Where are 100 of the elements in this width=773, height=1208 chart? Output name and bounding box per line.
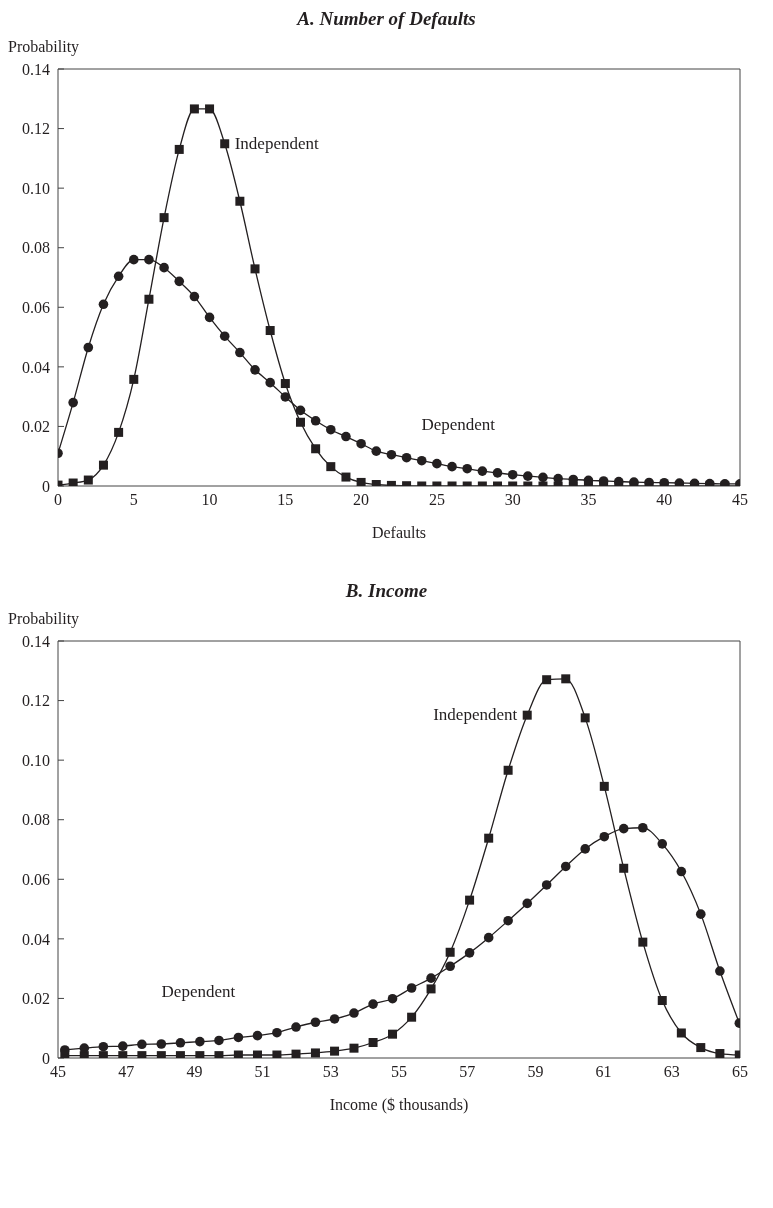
point xyxy=(98,299,109,310)
y-tick-label: 0.06 xyxy=(22,870,50,888)
point xyxy=(68,478,78,486)
series-label: Independent xyxy=(433,705,518,725)
point xyxy=(541,880,552,890)
point xyxy=(220,139,230,149)
y-tick-label: 0 xyxy=(42,477,50,495)
point xyxy=(695,909,706,919)
x-tick-label: 40 xyxy=(656,491,673,509)
point xyxy=(144,254,154,265)
point xyxy=(341,431,351,442)
point xyxy=(580,844,590,854)
x-tick-label: 51 xyxy=(254,1063,271,1081)
point xyxy=(356,438,366,449)
point xyxy=(426,984,436,994)
point xyxy=(250,264,260,274)
point xyxy=(272,1050,282,1058)
point xyxy=(265,326,275,336)
point xyxy=(235,347,245,358)
point xyxy=(113,271,124,282)
point xyxy=(503,915,513,926)
x-axis-title: Defaults xyxy=(371,524,427,541)
y-tick-label: 0.06 xyxy=(22,298,50,316)
y-tick-label: 0.14 xyxy=(22,60,50,78)
point xyxy=(349,1008,359,1018)
y-tick-label: 0.12 xyxy=(22,692,50,710)
point xyxy=(79,1043,90,1053)
x-tick-label: 45 xyxy=(50,1063,66,1081)
point xyxy=(388,1029,398,1039)
y-tick-label: 0 xyxy=(42,1049,50,1067)
point xyxy=(128,254,139,265)
x-tick-label: 49 xyxy=(186,1063,203,1081)
point xyxy=(252,1050,262,1058)
point xyxy=(356,477,366,486)
point xyxy=(368,1038,378,1048)
x-tick-label: 0 xyxy=(54,491,62,509)
y-tick-label: 0.12 xyxy=(22,120,50,138)
point xyxy=(204,312,215,323)
point xyxy=(189,104,199,114)
x-tick-label: 10 xyxy=(201,491,218,509)
x-tick-label: 53 xyxy=(322,1063,339,1081)
point xyxy=(657,839,668,849)
point xyxy=(83,475,93,485)
point xyxy=(659,477,670,486)
series-label: Independent xyxy=(234,133,320,153)
point xyxy=(371,446,382,456)
point xyxy=(159,262,169,273)
point xyxy=(349,1043,359,1053)
x-tick-label: 25 xyxy=(428,491,445,509)
point xyxy=(330,1046,340,1056)
point xyxy=(310,1048,320,1058)
point xyxy=(492,468,503,478)
point xyxy=(175,1038,186,1048)
y-tick-label: 0.04 xyxy=(22,930,50,948)
point xyxy=(522,898,533,909)
point xyxy=(195,1036,205,1047)
x-tick-label: 55 xyxy=(391,1063,407,1081)
point xyxy=(329,1014,340,1024)
point xyxy=(483,932,494,943)
x-tick-label: 15 xyxy=(277,491,294,509)
point xyxy=(295,417,305,427)
point xyxy=(426,973,436,983)
point xyxy=(235,196,245,206)
point xyxy=(156,1051,166,1058)
point xyxy=(252,1030,263,1041)
point xyxy=(464,948,475,958)
point xyxy=(503,765,513,775)
point xyxy=(214,1035,224,1046)
point xyxy=(462,463,472,474)
point xyxy=(118,1051,128,1058)
point xyxy=(386,449,397,460)
x-tick-label: 5 xyxy=(129,491,138,509)
y-tick-label: 0.02 xyxy=(22,990,50,1008)
point xyxy=(387,993,398,1004)
point xyxy=(715,1049,725,1058)
point xyxy=(560,861,571,872)
point xyxy=(310,1017,321,1028)
point xyxy=(175,1051,185,1058)
point xyxy=(618,823,629,834)
point xyxy=(205,104,215,114)
point xyxy=(657,996,667,1006)
point xyxy=(114,427,124,437)
point xyxy=(368,999,378,1009)
point xyxy=(465,895,475,905)
point xyxy=(117,1041,128,1051)
point xyxy=(326,462,336,472)
point xyxy=(265,377,275,388)
x-tick-label: 20 xyxy=(353,491,370,509)
point xyxy=(561,674,571,684)
point xyxy=(144,294,154,304)
point xyxy=(280,392,291,402)
point xyxy=(341,472,351,482)
point xyxy=(272,1027,282,1038)
y-tick-label: 0.02 xyxy=(22,418,50,436)
point xyxy=(477,466,488,476)
point xyxy=(219,331,230,341)
point xyxy=(445,947,455,957)
point xyxy=(310,415,321,426)
series-label: Dependent xyxy=(161,982,236,1002)
point xyxy=(195,1051,205,1058)
